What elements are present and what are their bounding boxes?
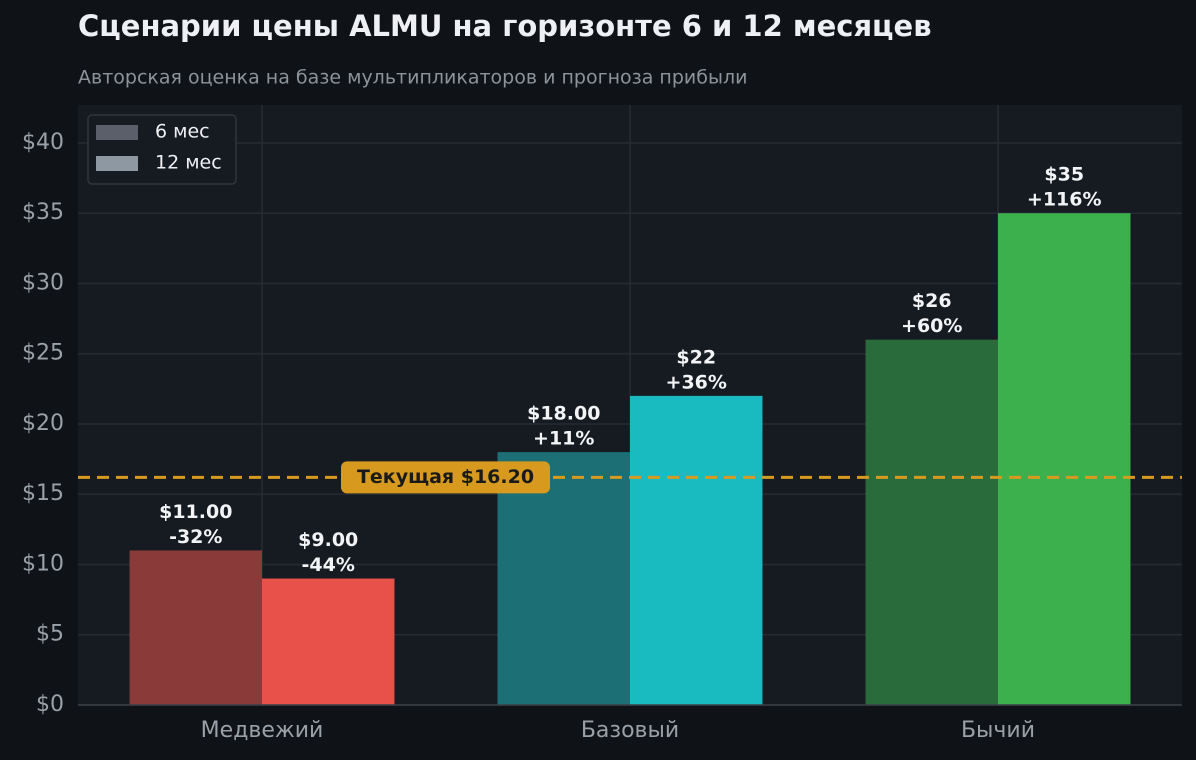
x-tick-label: Бычий (961, 718, 1035, 743)
y-tick-label: $30 (22, 270, 64, 295)
y-tick-label: $25 (22, 341, 64, 366)
bar (262, 578, 395, 705)
x-tick-label: Медвежий (201, 718, 324, 743)
value-label: $11.00 (159, 501, 232, 523)
change-label: -44% (302, 554, 355, 576)
bar (630, 395, 763, 705)
y-tick-label: $40 (22, 130, 64, 155)
value-label: $26 (912, 290, 952, 312)
y-tick-label: $5 (36, 622, 64, 647)
value-label: $18.00 (527, 403, 600, 425)
value-label: $22 (676, 346, 716, 368)
change-label: +116% (1027, 189, 1102, 211)
value-label: $35 (1044, 164, 1084, 186)
y-tick-label: $20 (22, 411, 64, 436)
legend-swatch (96, 125, 138, 140)
legend-label: 6 мес (155, 121, 210, 143)
bar (998, 213, 1131, 705)
bar (129, 550, 262, 705)
chart-subtitle: Авторская оценка на базе мультипликаторо… (78, 67, 747, 89)
y-tick-label: $35 (22, 200, 64, 225)
change-label: +60% (901, 315, 962, 337)
legend-swatch (96, 156, 138, 171)
y-tick-label: $10 (22, 551, 64, 576)
x-tick-label: Базовый (581, 718, 679, 743)
change-label: +11% (533, 428, 594, 450)
reference-label: Текущая $16.20 (357, 466, 534, 488)
value-label: $9.00 (298, 529, 358, 551)
bar (497, 452, 630, 705)
y-tick-label: $15 (22, 481, 64, 506)
change-label: -32% (169, 526, 222, 548)
bar (865, 339, 998, 705)
reference-label-box (341, 461, 550, 494)
chart-title: Сценарии цены ALMU на горизонте 6 и 12 м… (78, 9, 932, 43)
change-label: +36% (666, 371, 727, 393)
y-tick-label: $0 (36, 692, 64, 717)
legend-label: 12 мес (155, 152, 222, 174)
